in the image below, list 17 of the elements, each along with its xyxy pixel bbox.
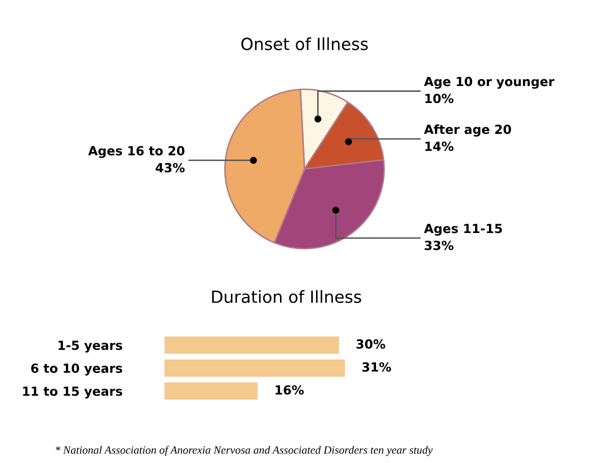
data-label: 16% xyxy=(276,385,304,395)
y-tick-label: 1-5 years xyxy=(58,340,122,353)
slice-label: Ages 11-15 xyxy=(424,224,502,236)
text: * National Association of Anorexia Nervosa and Associated Disorders ten year study xyxy=(56,446,433,456)
y-tick-label: 11 to 15 years xyxy=(23,386,122,398)
data-label: 10% xyxy=(425,94,454,104)
data-label: 30% xyxy=(356,339,386,349)
data-label: 14% xyxy=(425,142,454,152)
data-label: 43% xyxy=(156,162,185,172)
data-label: 31% xyxy=(362,362,392,372)
slice-label: After age 20 xyxy=(424,124,512,137)
y-tick-label: 6 to 10 years xyxy=(31,364,122,376)
slice-label: Age 10 or younger xyxy=(424,76,554,89)
chart-title: Onset of Illness xyxy=(241,37,368,50)
data-label: 33% xyxy=(424,240,454,250)
slice-label: Ages 16 to 20 xyxy=(88,146,184,158)
chart-title: Duration of Illness xyxy=(212,290,362,304)
